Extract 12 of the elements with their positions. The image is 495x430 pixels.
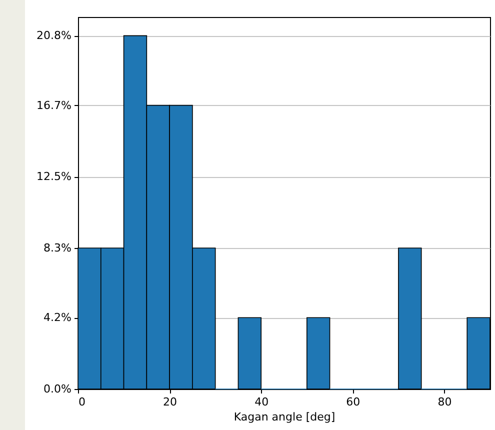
y-tick-label: 20.8% xyxy=(36,29,72,42)
x-axis-title: Kagan angle [deg] xyxy=(234,410,336,424)
x-tick-label: 40 xyxy=(254,396,269,408)
x-tick-label: 0 xyxy=(78,396,86,408)
x-tick-label: 60 xyxy=(346,396,360,408)
y-tick-label: 4.2% xyxy=(44,311,72,324)
y-tick-label: 8.3% xyxy=(44,242,72,255)
y-tick-label: 0.0% xyxy=(44,382,72,396)
x-tick-label: 80 xyxy=(438,396,452,408)
x-tick-label: 20 xyxy=(163,396,178,408)
y-tick-label: 12.5% xyxy=(36,170,72,184)
y-tick-label: 16.7% xyxy=(36,98,72,112)
